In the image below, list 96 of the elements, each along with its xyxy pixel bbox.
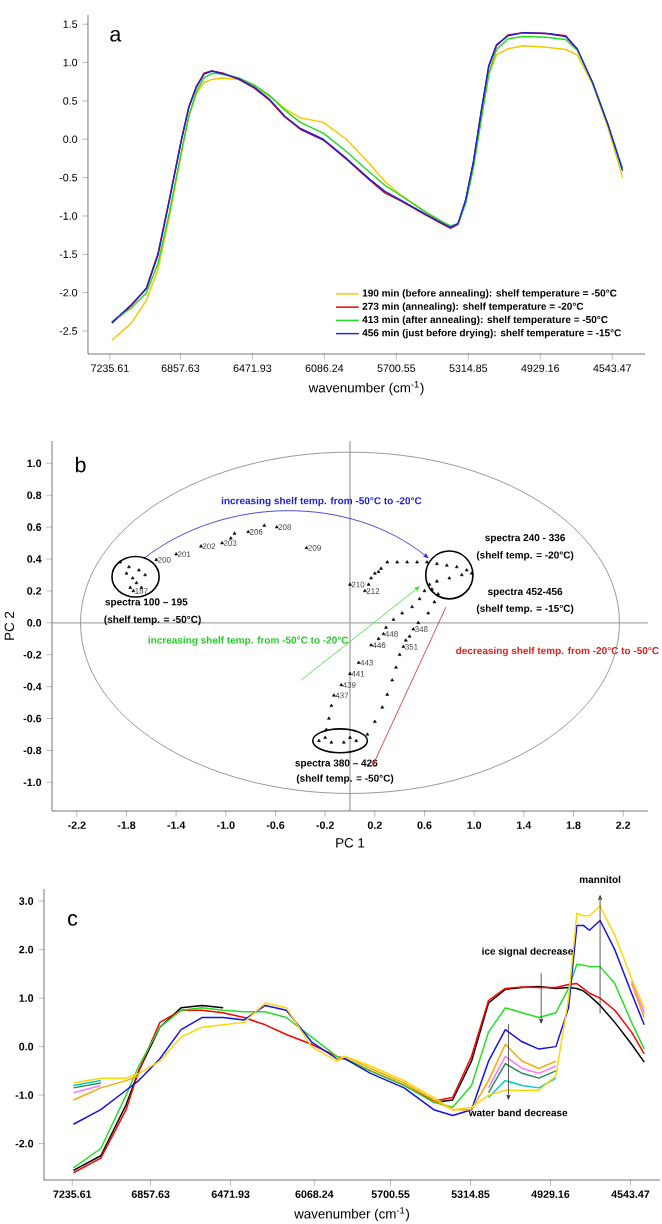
x-tick-label: 6471.93 bbox=[233, 364, 272, 372]
y-tick-label: 0.0 bbox=[27, 619, 42, 627]
legend-label: 190 min (before annealing): shelf temperature = -50°C bbox=[362, 289, 617, 299]
annotation: 441 bbox=[351, 671, 365, 677]
annotation: a bbox=[110, 29, 122, 42]
x-tick-label: 5700.55 bbox=[371, 1190, 410, 1198]
y-tick-label: -1.0 bbox=[59, 212, 78, 220]
y-tick-label: -0.5 bbox=[59, 173, 78, 182]
x-tick-label: 7235.61 bbox=[91, 364, 129, 372]
y-tick-label: 0.4 bbox=[27, 555, 42, 563]
y-tick-label: 0.5 bbox=[63, 97, 78, 105]
annotation: increasing shelf temp. from -50°C to -20°C bbox=[148, 636, 349, 646]
x-tick-label: 6857.63 bbox=[161, 364, 200, 372]
annotation: 448 bbox=[385, 631, 398, 637]
annotation: 209 bbox=[308, 545, 321, 551]
y-tick-label: -2.5 bbox=[59, 327, 78, 335]
legend-label: 456 min (just before drying): shelf temperature = -15°C bbox=[362, 329, 622, 339]
text: mannitol bbox=[579, 875, 621, 883]
annotation: 348 bbox=[414, 626, 428, 633]
x-tick-label: 5700.55 bbox=[377, 364, 416, 372]
x-tick-label: 1.8 bbox=[566, 821, 581, 829]
y-tick-label: -0.8 bbox=[23, 746, 42, 755]
y-tick-label: 1.5 bbox=[63, 20, 78, 28]
x-tick-label: 2.2 bbox=[616, 821, 631, 829]
x-tick-label: 4929.16 bbox=[521, 364, 560, 372]
x-tick-label: 6068.24 bbox=[295, 1190, 334, 1198]
x-tick-label: -0.2 bbox=[316, 821, 334, 829]
y-tick-label: -0.6 bbox=[23, 714, 42, 723]
annotation: 187 bbox=[135, 588, 148, 594]
x-tick-label: 6857.63 bbox=[131, 1190, 170, 1198]
annotation: increasing shelf temp. from -50°C to -20°C bbox=[221, 496, 422, 507]
annotation: 200 bbox=[158, 556, 171, 563]
y-tick-label: -1.0 bbox=[23, 778, 42, 787]
x-tick-label: 4543.47 bbox=[593, 364, 631, 372]
y-tick-label: -2.0 bbox=[59, 288, 78, 297]
y-tick-label: -0.4 bbox=[23, 682, 42, 691]
x-tick-label: 7235.61 bbox=[53, 1190, 92, 1198]
y-axis-title: PC 2 bbox=[4, 611, 15, 640]
x-tick-label: 0.6 bbox=[417, 821, 432, 829]
y-tick-label: 0.8 bbox=[27, 491, 42, 500]
annotation: b bbox=[75, 456, 86, 473]
annotation: spectra 100 – 195 bbox=[105, 598, 188, 608]
y-tick-label: -1.0 bbox=[15, 1091, 34, 1099]
x-axis-title: wavenumber (cm$^{-1}$) bbox=[294, 1207, 409, 1222]
x-tick-label: 6086.24 bbox=[305, 364, 344, 372]
annotation: (shelf temp. = -15°C) bbox=[476, 604, 574, 614]
annotation: (shelf temp. = -20°C) bbox=[476, 551, 574, 561]
annotation: 439 bbox=[342, 682, 356, 688]
annotation: c bbox=[68, 914, 78, 926]
x-tick-label: 5314.85 bbox=[451, 1190, 490, 1198]
x-tick-label: 4929.16 bbox=[531, 1190, 570, 1198]
annotation: 208 bbox=[278, 524, 292, 530]
annotation: (shelf temp. = -50°C) bbox=[104, 615, 201, 625]
x-tick-label: -2.2 bbox=[68, 821, 86, 829]
x-axis-title: PC 1 bbox=[336, 838, 365, 848]
x-tick-label: 5314.85 bbox=[449, 364, 488, 372]
annotation: spectra 240 - 336 bbox=[485, 534, 566, 544]
legend-label: 273 min (annealing): shelf temperature = -20°C bbox=[362, 302, 584, 312]
x-tick-label: -1.0 bbox=[217, 821, 235, 829]
annotation: 212 bbox=[366, 588, 380, 594]
y-tick-label: 0.2 bbox=[27, 587, 42, 595]
x-tick-label: 6471.93 bbox=[211, 1190, 250, 1198]
annotation: water band decrease bbox=[468, 1108, 568, 1117]
annotation: 202 bbox=[202, 543, 216, 550]
annotation: 210 bbox=[351, 581, 365, 588]
annotation: 351 bbox=[405, 643, 418, 650]
legend-label: 413 min (after annealing): shelf temperature = -50°C bbox=[362, 315, 608, 326]
annotation: ice signal decrease bbox=[482, 947, 574, 957]
y-tick-label: 3.0 bbox=[19, 897, 34, 905]
annotation: decreasing shelf temp. from -20°C to -50°C bbox=[456, 646, 659, 657]
x-tick-label: -1.4 bbox=[167, 821, 186, 829]
x-tick-label: 4543.47 bbox=[611, 1190, 650, 1198]
y-tick-label: 2.0 bbox=[19, 945, 34, 954]
y-tick-label: 0.6 bbox=[27, 523, 42, 531]
annotation: 206 bbox=[249, 529, 263, 535]
y-tick-label: 1.0 bbox=[19, 994, 34, 1002]
x-tick-label: 1.0 bbox=[467, 821, 482, 829]
annotation: 446 bbox=[372, 642, 386, 648]
y-tick-label: -0.2 bbox=[23, 650, 42, 659]
x-tick-label: 1.4 bbox=[517, 821, 532, 829]
y-tick-label: 1.0 bbox=[27, 459, 42, 468]
x-tick-label: 0.2 bbox=[367, 821, 382, 829]
annotation: 203 bbox=[223, 540, 237, 546]
x-tick-label: -0.6 bbox=[266, 821, 285, 829]
annotation: 443 bbox=[360, 659, 374, 666]
y-tick-label: 0.0 bbox=[19, 1042, 34, 1051]
y-tick-label: 0.0 bbox=[63, 135, 78, 144]
y-tick-label: 1.0 bbox=[63, 58, 78, 67]
annotation: 437 bbox=[335, 692, 349, 699]
y-tick-label: -2.0 bbox=[15, 1139, 34, 1148]
annotation: spectra 452-456 bbox=[487, 587, 563, 598]
x-axis-title: wavenumber (cm$^{-1}$) bbox=[308, 381, 424, 396]
annotation: (shelf temp. = -50°C) bbox=[296, 774, 394, 784]
x-tick-label: -1.8 bbox=[117, 821, 136, 829]
annotation: 201 bbox=[177, 551, 191, 558]
y-tick-label: -1.5 bbox=[59, 250, 78, 259]
